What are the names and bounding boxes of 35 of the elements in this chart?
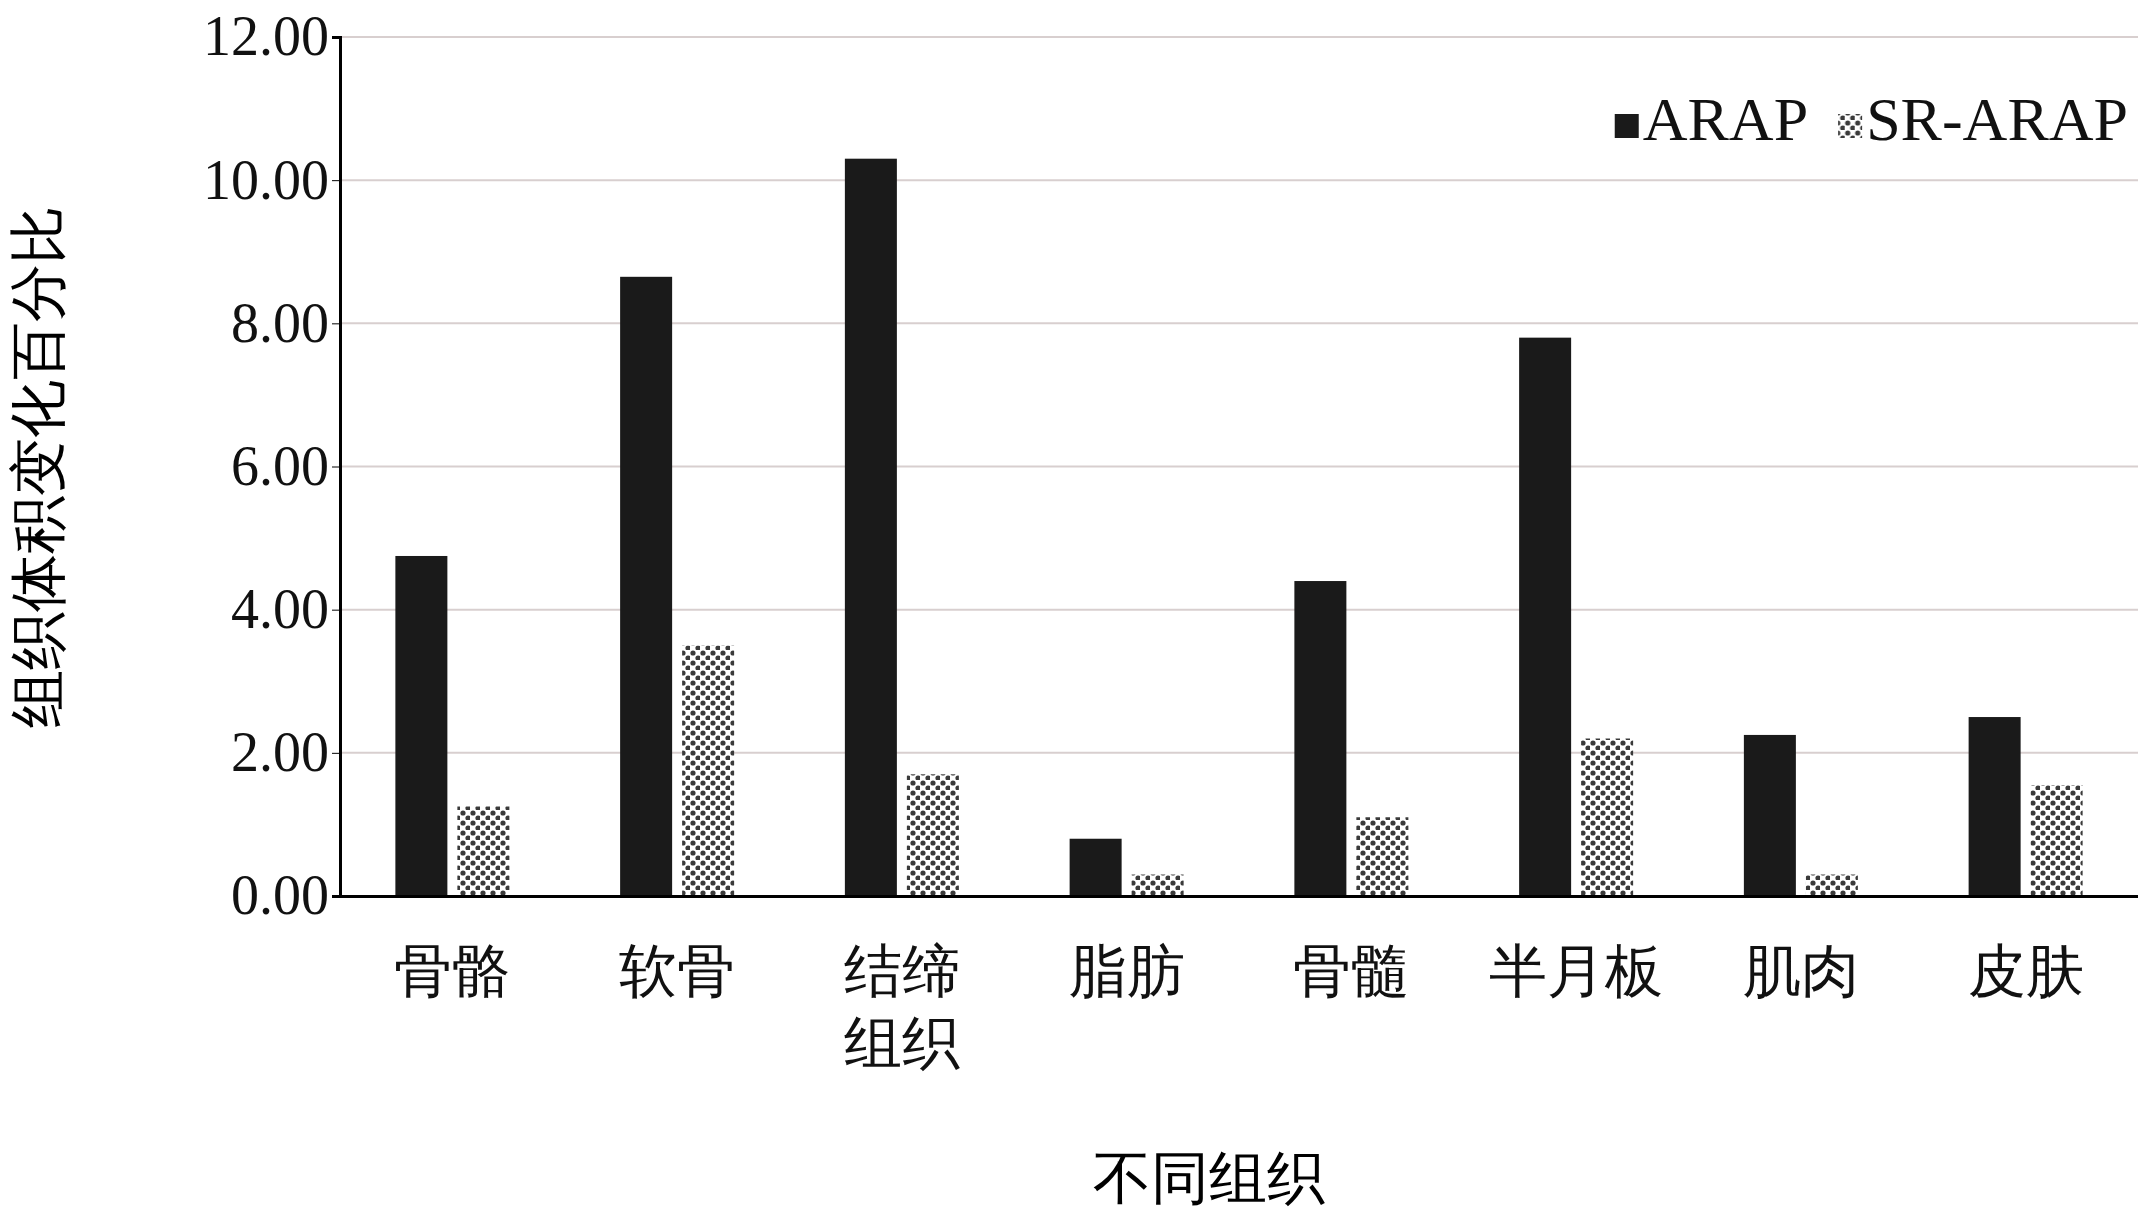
bar — [1743, 734, 1796, 896]
legend-label: SR-ARAP — [1866, 85, 2128, 153]
bar — [1131, 874, 1184, 896]
bar — [1805, 874, 1858, 896]
bar — [457, 806, 510, 896]
y-axis-title: 组织体积变化百分比 — [6, 205, 71, 728]
y-tick-label: 12.00 — [203, 5, 329, 68]
bar — [1294, 581, 1347, 896]
y-tick-label: 2.00 — [231, 721, 329, 784]
x-tick-label: 脂肪 — [1068, 939, 1185, 1004]
x-tick-label: 半月板 — [1489, 939, 1664, 1004]
x-tick-label: 骨髓 — [1293, 939, 1410, 1004]
x-tick-label: 骨骼 — [394, 939, 511, 1004]
bar — [844, 158, 897, 896]
bar — [620, 276, 673, 896]
y-tick-label: 6.00 — [231, 434, 329, 497]
y-tick-label: 8.00 — [231, 291, 329, 354]
bar — [1356, 817, 1409, 896]
bar — [1968, 717, 2021, 896]
bar — [682, 645, 735, 896]
x-tick-label: 软骨 — [619, 939, 736, 1004]
y-tick-label: 0.00 — [231, 864, 329, 927]
bar — [1581, 738, 1634, 896]
legend-label: ARAP — [1642, 85, 1809, 153]
x-tick-label: 结缔组织 — [843, 939, 960, 1076]
bar — [395, 555, 448, 896]
bar — [906, 774, 959, 896]
x-axis-title: 不同组织 — [1093, 1146, 1325, 1211]
bar — [1069, 838, 1122, 896]
bar — [2030, 785, 2083, 896]
y-tick-label: 10.00 — [203, 148, 329, 211]
x-tick-label: 皮肤 — [1967, 939, 2084, 1004]
bar — [1519, 337, 1572, 896]
x-tick-label: 肌肉 — [1742, 939, 1859, 1004]
y-tick-label: 4.00 — [231, 578, 329, 641]
